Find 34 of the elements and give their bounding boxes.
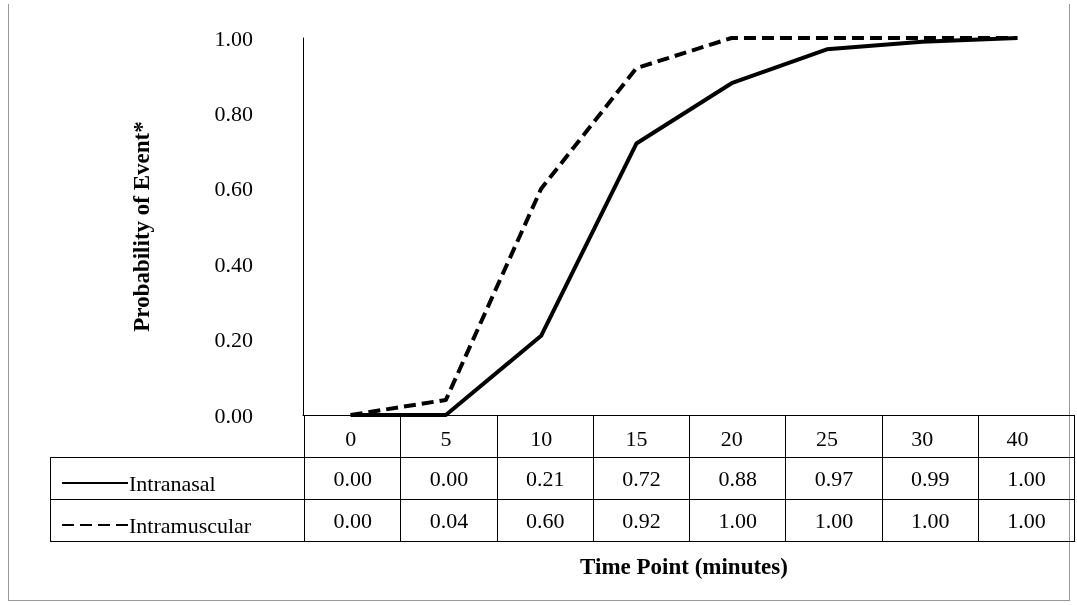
legend-label: Intranasal [129,470,216,496]
data-label: 0.92 [593,499,690,542]
x-tick-label: 20 [720,425,743,451]
x-tick-label: 30 [911,425,934,451]
data-label: 1.00 [978,499,1075,542]
x-tick-label: 0 [345,425,357,451]
y-axis-title: Probability of Event* [129,121,154,332]
data-label: 0.00 [304,457,401,500]
data-label: 0.72 [593,457,690,500]
data-label: 0.99 [882,457,979,500]
data-label: 1.00 [785,499,882,542]
data-label: 0.97 [785,457,882,500]
data-label: 0.00 [400,457,497,500]
data-label: 0.88 [689,457,786,500]
x-tick-label: 5 [440,425,452,451]
x-tick-label: 15 [625,425,648,451]
y-tick-label: 0.00 [214,402,253,428]
x-tick-label: 25 [815,425,838,451]
y-tick-label: 0.20 [214,327,253,353]
data-label: 0.21 [497,457,594,500]
data-label: 0.00 [304,499,401,542]
data-label: 1.00 [689,499,786,542]
data-label: 1.00 [882,499,979,542]
x-tick-label: 40 [1006,425,1029,451]
data-label: 0.04 [400,499,497,542]
y-tick-label: 0.40 [214,251,253,277]
y-tick-label: 1.00 [214,25,253,51]
x-tick-label: 10 [530,425,553,451]
x-axis-title: Time Point (minutes) [580,554,788,579]
data-label: 0.60 [497,499,594,542]
legend-label: Intramuscular [129,512,252,538]
data-label: 1.00 [978,457,1075,500]
y-tick-label: 0.60 [214,176,253,202]
y-tick-label: 0.80 [214,100,253,126]
